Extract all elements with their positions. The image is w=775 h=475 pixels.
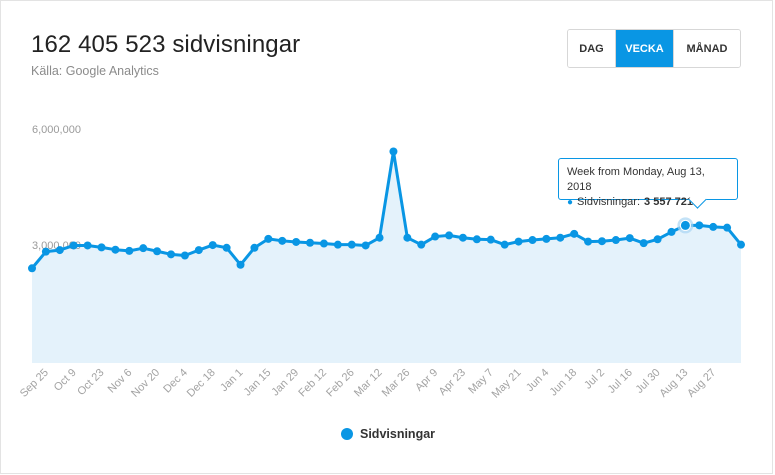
range-week-button[interactable]: VECKA — [616, 30, 674, 67]
data-point — [639, 239, 648, 248]
x-tick-label: Jan 29 — [269, 367, 301, 399]
data-point — [556, 233, 565, 242]
x-tick-label: Jul 16 — [606, 367, 635, 396]
range-toggle: DAG VECKA MÅNAD — [567, 29, 741, 68]
data-point — [69, 241, 78, 250]
data-point — [667, 227, 676, 236]
range-month-button[interactable]: MÅNAD — [674, 30, 740, 67]
data-point — [250, 243, 259, 252]
tooltip-series-dot-icon: ● — [567, 197, 574, 208]
x-tick-label: Jan 15 — [242, 367, 274, 399]
series-line — [30, 149, 743, 270]
data-point — [403, 233, 412, 242]
data-point — [445, 231, 454, 240]
legend-dot-icon — [341, 428, 353, 440]
x-tick-label: May 21 — [490, 367, 524, 401]
x-tick-label: Aug 27 — [685, 367, 718, 400]
data-point — [292, 237, 301, 246]
x-tick-label: Oct 23 — [75, 367, 106, 398]
data-point — [625, 234, 634, 243]
legend-label: Sidvisningar — [360, 427, 436, 441]
data-point — [41, 247, 50, 256]
data-point — [236, 260, 245, 269]
data-point — [83, 241, 92, 250]
data-point — [417, 240, 426, 249]
x-tick-label: Dec 18 — [185, 367, 218, 400]
data-point — [458, 233, 467, 242]
data-point — [28, 264, 36, 273]
data-point — [695, 221, 704, 230]
page-title: 162 405 523 sidvisningar — [31, 31, 301, 58]
data-point — [264, 234, 273, 243]
x-tick-label: Nov 20 — [129, 367, 162, 400]
data-point — [723, 223, 732, 232]
data-point — [333, 240, 342, 249]
data-point — [500, 240, 509, 249]
tooltip-heading: Week from Monday, Aug 13, 2018 — [567, 166, 705, 193]
source-subtitle: Källa: Google Analytics — [31, 64, 159, 78]
data-point — [125, 246, 134, 255]
data-point — [514, 237, 523, 246]
y-tick-label: 6,000,000 — [32, 124, 81, 136]
data-point — [542, 234, 551, 243]
x-tick-label: Apr 23 — [437, 367, 468, 398]
tooltip-value: 3 557 721 — [644, 196, 693, 208]
data-point — [55, 246, 64, 255]
data-point — [222, 243, 231, 252]
data-point — [319, 239, 328, 248]
data-point — [375, 233, 384, 242]
x-tick-label: Mar 12 — [352, 367, 385, 400]
data-point-highlight — [679, 219, 691, 231]
data-point — [97, 243, 106, 252]
data-point — [737, 240, 745, 249]
data-tooltip: Week from Monday, Aug 13, 2018 ● Sidvisn… — [558, 158, 738, 208]
data-point — [570, 229, 579, 238]
data-point — [584, 237, 593, 246]
data-point — [167, 250, 176, 259]
data-point — [139, 244, 148, 253]
chart-legend[interactable]: Sidvisningar — [341, 427, 435, 441]
data-point — [597, 237, 606, 246]
x-tick-label: Jul 2 — [582, 367, 607, 392]
data-point — [180, 251, 189, 260]
data-point — [111, 245, 120, 254]
data-point — [153, 247, 162, 256]
data-point — [208, 241, 217, 250]
tooltip-series-label: Sidvisningar: — [577, 196, 641, 208]
range-day-button[interactable]: DAG — [568, 30, 616, 67]
data-point — [528, 236, 537, 245]
data-point — [361, 241, 370, 250]
data-point — [431, 232, 440, 241]
data-point — [611, 236, 620, 245]
series-area — [32, 151, 741, 363]
x-tick-label: Feb 26 — [324, 367, 357, 400]
x-tick-label: Sep 25 — [18, 367, 51, 400]
data-point — [486, 235, 495, 244]
data-point — [709, 222, 718, 231]
x-tick-label: Aug 13 — [657, 367, 690, 400]
x-tick-label: Jun 18 — [547, 367, 579, 399]
x-tick-label: Mar 26 — [380, 367, 413, 400]
data-point — [472, 235, 481, 244]
x-tick-label: Feb 12 — [296, 367, 329, 400]
data-point — [278, 236, 287, 245]
data-point — [194, 246, 203, 255]
data-point — [389, 147, 398, 156]
data-point — [306, 238, 315, 247]
data-point — [347, 240, 356, 249]
data-point — [653, 235, 662, 244]
